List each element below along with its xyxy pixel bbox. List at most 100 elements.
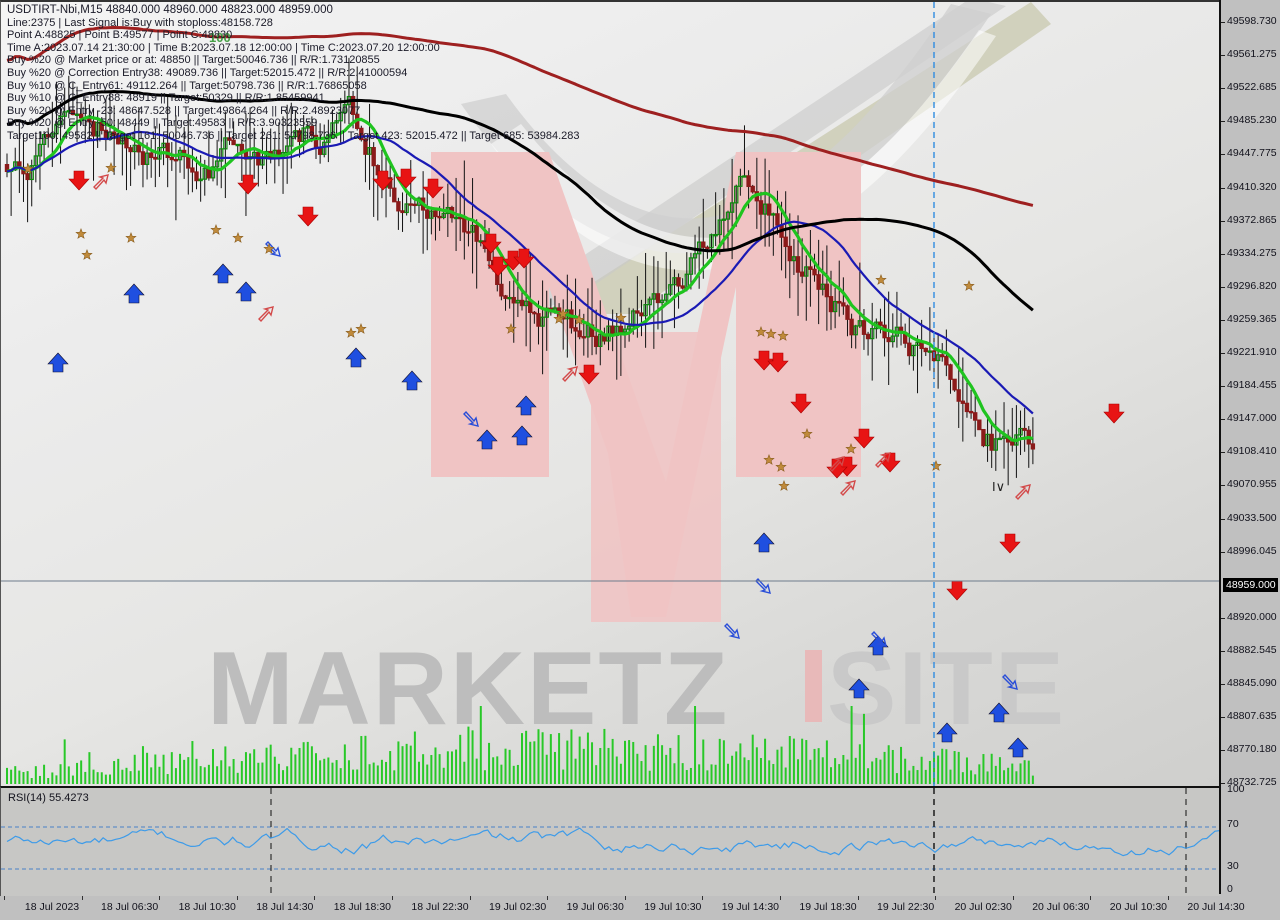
time-tick-label: 19 Jul 10:30 [644, 901, 702, 913]
buy-arrow-icon [123, 283, 145, 304]
volume-bars [6, 706, 1034, 784]
time-tick-label: 18 Jul 10:30 [178, 901, 236, 913]
star-marker-icon [801, 427, 813, 439]
sell-hollow-arrow-icon [93, 174, 109, 191]
buy-arrow-icon [936, 722, 958, 743]
fib-100-label: 100 [209, 30, 231, 45]
star-marker-icon [557, 307, 569, 319]
time-tick-mark [159, 896, 161, 900]
time-tick-mark [469, 896, 471, 900]
star-marker-icon [765, 327, 777, 339]
rsi-indicator-pane[interactable]: RSI(14) 55.4273 [0, 786, 1220, 898]
price-tick-mark [1221, 551, 1225, 553]
price-axis[interactable]: 49598.730 49561.275 49522.685 49485.230 4944… [1219, 0, 1280, 895]
time-tick-label: 18 Jul 14:30 [256, 901, 314, 913]
price-tick-label: 49372.865 [1227, 213, 1277, 226]
time-axis[interactable]: 18 Jul 2023 18 Jul 06:30 18 Jul 10:30 18 Ju… [0, 896, 1280, 920]
star-marker-icon [553, 312, 565, 324]
time-tick-mark [4, 896, 5, 900]
price-tick-mark [1221, 121, 1225, 123]
time-tick-mark [547, 896, 549, 900]
time-tick-mark [236, 896, 238, 900]
price-tick-mark [1221, 684, 1225, 685]
sell-arrow-icon [513, 248, 535, 269]
time-tick-label: 20 Jul 14:30 [1187, 901, 1245, 913]
buy-arrow-icon [401, 370, 423, 391]
sell-arrow-icon [1103, 403, 1125, 424]
time-tick-label: 18 Jul 2023 [24, 901, 80, 913]
sell-arrow-icon [578, 364, 600, 385]
time-tick-mark [314, 896, 316, 900]
sell-hollow-arrow-icon [840, 480, 856, 497]
sell-arrow-icon [487, 256, 509, 277]
price-tick-mark [1221, 717, 1225, 719]
price-tick-mark [1221, 518, 1225, 520]
indicator-scale-label: 30 [1227, 860, 1239, 872]
time-tick-mark [857, 896, 859, 900]
time-tick-mark [1090, 896, 1092, 900]
time-tick-label: 20 Jul 02:30 [954, 901, 1012, 913]
price-tick-mark [1221, 286, 1225, 288]
star-marker-icon [355, 322, 367, 334]
buy-hollow-arrow-icon [724, 622, 740, 639]
buy-arrow-icon [1007, 737, 1029, 758]
time-tick-label: 19 Jul 22:30 [876, 901, 935, 913]
price-tick-label: 48770.180 [1227, 743, 1277, 756]
price-chart-pane[interactable]: USDTIRT-Nbi,M15 48840.000 48960.000 4882… [0, 0, 1220, 786]
buy-arrow-icon [345, 347, 367, 368]
buy-arrow-icon [848, 678, 870, 699]
price-tick-mark [1221, 386, 1225, 388]
price-tick-label: 49259.365 [1227, 312, 1277, 325]
buy-arrow-icon [476, 429, 498, 450]
buy-arrow-icon [511, 425, 533, 446]
sell-arrow-icon [946, 580, 968, 601]
watermark-separator [805, 650, 822, 722]
buy-hollow-arrow-icon [1002, 673, 1018, 690]
star-marker-icon [615, 311, 627, 323]
rsi-canvas [1, 788, 1220, 896]
star-marker-icon [930, 459, 942, 471]
sell-arrow-icon [999, 533, 1021, 554]
sell-arrow-icon [395, 168, 417, 189]
star-marker-icon [573, 313, 585, 325]
sell-hollow-arrow-icon [258, 306, 274, 323]
price-tick-mark [1221, 22, 1225, 23]
time-tick-mark [624, 896, 626, 900]
ma-marker-label: I∨ [992, 479, 1006, 494]
star-marker-icon [105, 161, 117, 173]
star-marker-icon [345, 326, 357, 338]
time-tick-mark [935, 896, 937, 900]
candlestick-chart-canvas [1, 2, 1220, 786]
price-tick-label: 49598.730 [1227, 15, 1277, 27]
time-tick-mark [81, 896, 83, 900]
price-tick-mark [1221, 253, 1225, 255]
time-tick-label: 18 Jul 22:30 [411, 901, 469, 913]
time-tick-label: 19 Jul 18:30 [799, 901, 857, 913]
star-marker-icon [263, 242, 275, 254]
star-marker-icon [75, 227, 87, 239]
price-tick-label: 48996.045 [1227, 544, 1277, 557]
star-marker-icon [22, 162, 34, 174]
sell-hollow-arrow-icon [875, 452, 891, 469]
price-tick-label: 49410.320 [1227, 180, 1277, 193]
star-marker-icon [232, 231, 244, 243]
price-tick-label: 48882.545 [1227, 643, 1277, 656]
star-marker-icon [81, 248, 93, 260]
buy-arrow-icon [988, 702, 1010, 723]
price-tick-mark [1221, 419, 1225, 421]
price-tick-label: 49522.685 [1227, 81, 1277, 94]
star-marker-icon [963, 279, 975, 291]
price-tick-label: 49485.230 [1227, 114, 1277, 127]
price-tick-mark [1221, 319, 1225, 321]
time-tick-label: 20 Jul 06:30 [1032, 901, 1090, 913]
rsi-line [6, 827, 1220, 857]
sell-arrow-icon [767, 352, 789, 373]
star-marker-icon [778, 479, 790, 491]
time-tick-label: 19 Jul 02:30 [488, 901, 547, 913]
rsi-label: RSI(14) 55.4273 [8, 792, 89, 804]
time-tick-label: 20 Jul 10:30 [1109, 901, 1167, 913]
price-tick-mark [1221, 750, 1225, 752]
star-marker-icon [505, 322, 517, 334]
buy-hollow-arrow-icon [871, 630, 887, 647]
